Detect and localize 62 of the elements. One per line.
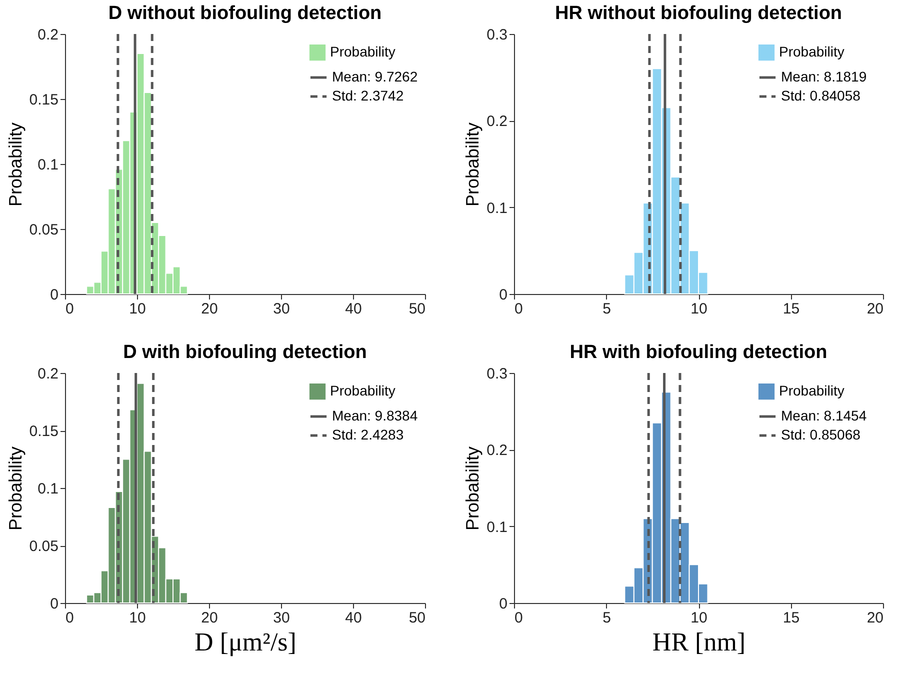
y-tick-label: 0.1 (38, 156, 58, 174)
x-tick-label: 10 (690, 300, 708, 318)
y-tick-label: 0.05 (29, 222, 58, 238)
x-tick-label: 0 (66, 300, 74, 318)
annotation: Std: 0.85068 (781, 426, 861, 442)
y-axis-title: Probability (462, 446, 483, 531)
y-tick-label: 0 (50, 286, 58, 304)
chart-title: HR without biofouling detection (554, 3, 842, 24)
annotation: Std: 0.84058 (781, 88, 861, 104)
chart-title: D without biofouling detection (108, 3, 382, 24)
x-tick-label: 40 (345, 610, 362, 626)
y-tick-label: 0 (499, 286, 508, 304)
y-tick-label: 0.1 (486, 518, 508, 536)
x-tick-label: 5 (602, 610, 611, 626)
annotation: Mean: 8.1454 (781, 408, 867, 424)
y-tick-label: 0.05 (29, 538, 58, 555)
y-tick-label: 0.1 (486, 200, 508, 217)
x-tick-label: 0 (514, 300, 523, 318)
x-tick-label: 0 (66, 610, 74, 626)
y-tick-label: 0.2 (486, 442, 508, 460)
legend-label: Probability (779, 382, 844, 398)
chart-title: HR with biofouling detection (570, 342, 828, 363)
x-tick-label: 40 (345, 300, 362, 318)
x-tick-label: 5 (602, 300, 611, 318)
x-tick-label: 10 (690, 610, 708, 626)
y-tick-label: 0.15 (29, 423, 58, 440)
y-tick-label: 0.1 (38, 480, 58, 498)
x-tick-label: 0 (514, 610, 523, 626)
x-tick-label: 30 (273, 300, 290, 318)
y-axis-title: Probability (462, 122, 483, 207)
legend-label: Probability (779, 44, 844, 60)
x-tick-label: 20 (866, 610, 884, 626)
x-tick-label: 10 (129, 610, 146, 626)
annotation: Mean: 9.7262 (332, 68, 418, 84)
annotation: Mean: 9.8384 (332, 408, 418, 424)
y-tick-label: 0 (499, 596, 508, 612)
x-tick-label: 50 (408, 300, 426, 318)
y-tick-label: 0.2 (486, 113, 508, 130)
x-tick-label: 20 (201, 610, 218, 626)
x-tick-label: 20 (866, 300, 884, 318)
x-tick-label: 15 (782, 610, 800, 626)
legend-label: Probability (330, 44, 396, 60)
x-axis-title: HR [nm] (652, 628, 746, 656)
y-tick-label: 0.15 (29, 92, 58, 108)
annotation: Std: 2.4283 (332, 426, 404, 442)
y-tick-label: 0.3 (486, 366, 508, 382)
y-axis-title: Probability (5, 122, 26, 207)
y-tick-label: 0.3 (486, 26, 508, 44)
legend-label: Probability (330, 382, 396, 398)
x-tick-label: 15 (782, 300, 800, 318)
x-axis-title: D [μm²/s] (194, 628, 296, 656)
annotation: Mean: 8.1819 (781, 68, 867, 84)
x-tick-label: 10 (129, 300, 146, 318)
annotation: Std: 2.3742 (332, 88, 404, 104)
y-tick-label: 0 (50, 596, 58, 612)
chart-title: D with biofouling detection (123, 342, 367, 363)
x-tick-label: 50 (408, 610, 426, 626)
x-tick-label: 30 (273, 610, 290, 626)
x-tick-label: 20 (201, 300, 218, 318)
y-tick-label: 0.2 (38, 366, 58, 382)
y-tick-label: 0.2 (38, 26, 58, 44)
y-axis-title: Probability (5, 446, 26, 531)
